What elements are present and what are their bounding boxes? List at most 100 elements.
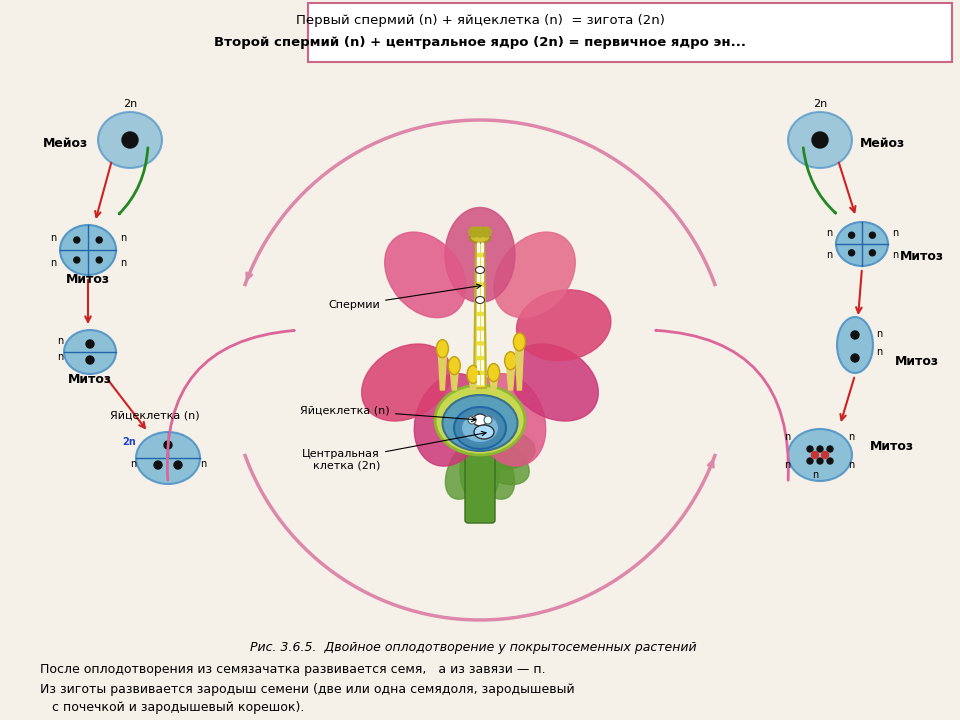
Text: n: n [812,470,818,480]
Circle shape [822,451,828,459]
Ellipse shape [505,351,516,369]
Ellipse shape [64,330,116,374]
Text: Митоз: Митоз [68,373,112,386]
Ellipse shape [472,374,545,466]
Ellipse shape [484,416,492,424]
Circle shape [475,227,485,237]
Circle shape [470,418,474,422]
Polygon shape [439,354,446,390]
Circle shape [851,354,859,362]
Text: Центральная
клетка (2n): Центральная клетка (2n) [302,431,486,471]
Polygon shape [450,371,458,390]
Text: n: n [848,432,854,442]
Circle shape [174,461,182,469]
Text: Второй спермий (n) + центральное ядро (2n) = первичное ядро эн...: Второй спермий (n) + центральное ядро (2… [214,35,746,48]
Circle shape [485,429,491,435]
Circle shape [807,446,813,452]
Ellipse shape [362,344,451,421]
Ellipse shape [475,266,485,274]
Text: Митоз: Митоз [900,250,944,263]
Text: n: n [57,336,63,346]
Ellipse shape [516,289,611,361]
Circle shape [86,340,94,348]
Text: Первый спермий (n) + яйцеклетка (n)  = зигота (2n): Первый спермий (n) + яйцеклетка (n) = зи… [296,14,664,27]
Circle shape [817,458,823,464]
Text: Митоз: Митоз [895,355,939,368]
Circle shape [481,227,491,237]
Circle shape [486,418,490,422]
Ellipse shape [475,297,485,304]
Ellipse shape [788,429,852,481]
Ellipse shape [443,395,517,451]
Ellipse shape [98,112,162,168]
Ellipse shape [488,364,500,382]
Circle shape [475,429,481,435]
Text: Мейоз: Мейоз [859,137,904,150]
Circle shape [870,232,876,238]
Text: n: n [50,233,56,243]
Circle shape [849,232,854,238]
FancyBboxPatch shape [308,3,952,62]
Circle shape [477,417,483,423]
Text: n: n [57,352,63,362]
Text: 2n: 2n [123,99,137,109]
Ellipse shape [466,436,529,485]
Ellipse shape [788,112,852,168]
Circle shape [851,331,859,339]
Circle shape [96,237,102,243]
Text: n: n [783,432,790,442]
Text: n: n [876,329,882,339]
Text: n: n [892,228,899,238]
Text: n: n [826,228,832,238]
Polygon shape [469,379,477,390]
Text: Рис. 3.6.5.  Двойное оплодотворение у покрытосеменных растений: Рис. 3.6.5. Двойное оплодотворение у пок… [250,642,697,654]
Text: n: n [120,233,127,243]
Text: Яйцеклетка (n): Яйцеклетка (n) [300,405,476,422]
Polygon shape [490,377,497,390]
Ellipse shape [466,436,515,499]
Circle shape [817,446,823,452]
Ellipse shape [136,432,200,484]
Circle shape [870,250,876,256]
Circle shape [86,356,94,364]
Text: Мейоз: Мейоз [42,137,87,150]
Ellipse shape [468,416,476,424]
Circle shape [96,257,102,263]
Text: n: n [783,460,790,470]
Circle shape [122,132,138,148]
Circle shape [849,250,854,256]
Circle shape [827,458,833,464]
Text: n: n [50,258,56,268]
Text: n: n [848,460,854,470]
Ellipse shape [509,344,598,421]
Text: 2n: 2n [122,437,136,447]
Ellipse shape [494,232,575,318]
Ellipse shape [465,430,535,470]
Ellipse shape [460,435,500,505]
Text: Митоз: Митоз [870,440,914,453]
Text: Из зиготы развивается зародыш семени (две или одна семядоля, зародышевый: Из зиготы развивается зародыш семени (дв… [40,683,575,696]
Ellipse shape [435,385,525,455]
Ellipse shape [473,414,487,426]
Ellipse shape [468,365,479,383]
Ellipse shape [415,374,488,466]
Text: n: n [120,258,127,268]
Polygon shape [507,366,515,390]
Ellipse shape [448,356,460,374]
Text: После оплодотворения из семязачатка развивается семя,   а из завязи — п.: После оплодотворения из семязачатка разв… [40,664,545,677]
Circle shape [811,451,819,459]
Circle shape [469,227,479,237]
Ellipse shape [837,317,873,373]
FancyArrowPatch shape [119,148,148,214]
Ellipse shape [836,222,888,266]
FancyArrowPatch shape [167,330,294,480]
Text: Спермии: Спермии [328,284,481,310]
Circle shape [812,132,828,148]
Circle shape [807,458,813,464]
Text: n: n [200,459,206,469]
Circle shape [827,446,833,452]
Ellipse shape [514,333,525,351]
Text: Яйцеклетка (n): Яйцеклетка (n) [110,410,200,420]
Circle shape [74,257,80,263]
Ellipse shape [437,340,448,358]
